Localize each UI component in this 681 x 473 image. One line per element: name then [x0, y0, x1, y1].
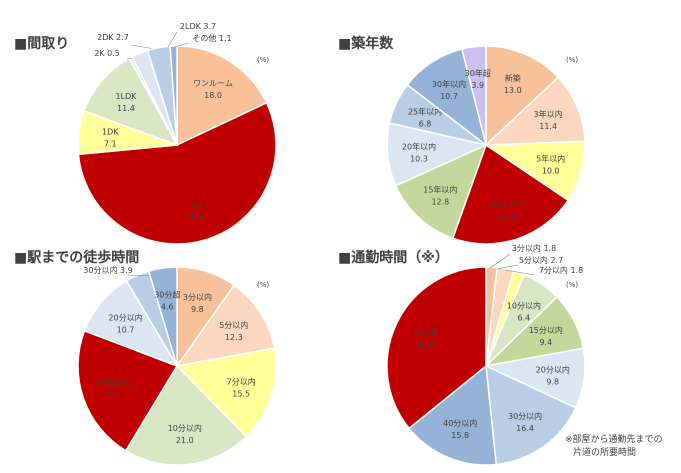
slice-value-label: 22.1	[104, 391, 122, 400]
slice-name-label: 5年以内	[536, 153, 565, 163]
pie-slice	[461, 45, 487, 146]
slice-value-label: 21.0	[176, 436, 194, 445]
slice-label: 5分以内 2.7	[519, 255, 563, 265]
slice-label: その他 1.1	[192, 33, 231, 43]
pie-slice	[147, 266, 178, 367]
pie-slice	[77, 101, 277, 245]
slice-name-label: 20分以内	[536, 365, 570, 375]
slice-name-label: 40分超	[412, 327, 438, 337]
slice-name-label: 3年以内	[534, 109, 563, 119]
slice-name-label: ワンルーム	[193, 79, 233, 88]
footnote-line-2: 片道の所要時間	[573, 446, 636, 458]
slice-value-label: 9.4	[539, 338, 552, 347]
slice-value-label: 4.6	[161, 302, 174, 311]
slice-value-label: 12.8	[431, 197, 449, 206]
slice-value-label: 10.7	[117, 326, 135, 335]
slice-name-label: 15年以内	[423, 184, 457, 194]
pie-slice	[485, 45, 560, 147]
leader-line	[504, 269, 536, 276]
pie-building-age: 新築 13.0 3年以内 11.4 5年以内 10.0 10年以内 21.0 15年以内 12.8…	[386, 45, 586, 245]
slice-name-label: 1LDK	[115, 92, 137, 101]
slice-name-label: 40分以内	[443, 418, 477, 428]
chart-title-commute-time: ■通勤時間（※）	[338, 249, 449, 266]
slice-value-label: 13.0	[504, 86, 522, 95]
slice-value-label: 10.3	[410, 155, 428, 164]
pie-slice	[77, 329, 179, 452]
chart-title-layout: ■間取り	[14, 36, 69, 52]
unit-label-building-age: (%)	[566, 56, 578, 64]
slice-value-label: 9.8	[191, 305, 204, 314]
pie-slice	[386, 266, 487, 430]
slice-label: 30分以内 3.9	[83, 265, 132, 275]
slice-value-label: 15.8	[451, 431, 469, 440]
slice-name-label: 10年以内	[490, 199, 524, 209]
slice-value-label: 6.4	[518, 313, 531, 322]
pie-slice	[485, 364, 577, 466]
pies-group: ワンルーム 18.0 1K 55.5 1DK 7.1 1LDK 11.4 2K 0.5 2DK 2…	[77, 22, 586, 466]
unit-label-walk-time: (%)	[257, 281, 269, 289]
slice-name-label: 20分以内	[108, 313, 142, 323]
pie-slice	[451, 143, 570, 245]
slice-value-label: 55.5	[186, 213, 204, 222]
slice-value-label: 10.0	[542, 166, 560, 175]
slice-name-label: 1DK	[102, 127, 119, 136]
slice-name-label: 7分以内	[227, 376, 256, 386]
slice-value-label: 18.0	[204, 91, 222, 100]
slice-label: 7分以内 1.8	[539, 265, 583, 275]
slice-name-label: 3分以内	[183, 292, 212, 302]
chart-title-walk-time: ■駅までの徒歩時間	[14, 249, 139, 266]
slice-value-label: 7.1	[104, 139, 117, 148]
leader-line	[489, 253, 511, 269]
unit-label-layout: (%)	[257, 56, 269, 64]
slice-name-label: 15分以内	[96, 378, 130, 388]
slice-name-label: 10分以内	[168, 423, 202, 433]
slice-name-label: 1K	[190, 201, 201, 210]
chart-title-building-age: ■築年数	[338, 35, 394, 52]
pie-slice	[175, 347, 277, 438]
slice-name-label: 10分以内	[507, 300, 541, 310]
slice-name-label: 30分超	[154, 289, 180, 299]
slice-name-label: 30年超	[465, 68, 491, 78]
pie-slice	[484, 76, 586, 146]
pie-slice	[83, 279, 179, 368]
slice-value-label: 11.4	[117, 104, 135, 113]
pie-slice	[406, 48, 488, 147]
slice-name-label: 5分以内	[219, 320, 248, 330]
slice-label: 2DK 2.7	[97, 33, 129, 42]
slice-name-label: 30年以内	[432, 79, 466, 89]
slice-name-label: 15分以内	[529, 325, 563, 335]
slice-value-label: 10.7	[440, 92, 458, 101]
pie-walk-time: 3分以内 9.8 5分以内 12.3 7分以内 15.5 10分以内 21.0 15分以内 22.…	[77, 265, 277, 466]
slice-name-label: 30分以内	[508, 411, 542, 421]
unit-label-commute-time: (%)	[566, 281, 578, 289]
footnote-line-1: ※部屋から通勤先までの	[565, 433, 663, 445]
slice-value-label: 15.5	[232, 389, 250, 398]
slice-label: 2K 0.5	[94, 49, 120, 58]
slice-value-label: 11.4	[539, 122, 557, 131]
slice-label: 3分以内 1.8	[512, 243, 556, 253]
pie-slice	[175, 284, 276, 368]
slice-value-label: 9.8	[546, 378, 559, 387]
pie-slice	[408, 364, 498, 466]
slice-value-label: 21.0	[498, 212, 516, 221]
pie-layout: ワンルーム 18.0 1K 55.5 1DK 7.1 1LDK 11.4 2K 0.5 2DK 2…	[77, 22, 277, 245]
slice-name-label: 新築	[505, 73, 521, 83]
slice-value-label: 16.4	[516, 424, 534, 433]
slice-value-label: 3.9	[471, 81, 484, 90]
slice-name-label: 25年以内	[408, 106, 442, 116]
pie-slice	[124, 364, 248, 466]
leader-line	[167, 31, 178, 48]
leader-line	[496, 264, 519, 270]
slice-name-label: 20年以内	[402, 142, 436, 152]
pie-slice	[394, 143, 488, 240]
pie-slice	[176, 45, 268, 147]
slice-value-label: 6.8	[419, 119, 432, 128]
slice-label: 2LDK 3.7	[180, 22, 216, 31]
slice-value-label: 35.8	[416, 340, 434, 349]
slice-value-label: 12.3	[225, 333, 243, 342]
leader-line	[173, 42, 189, 48]
